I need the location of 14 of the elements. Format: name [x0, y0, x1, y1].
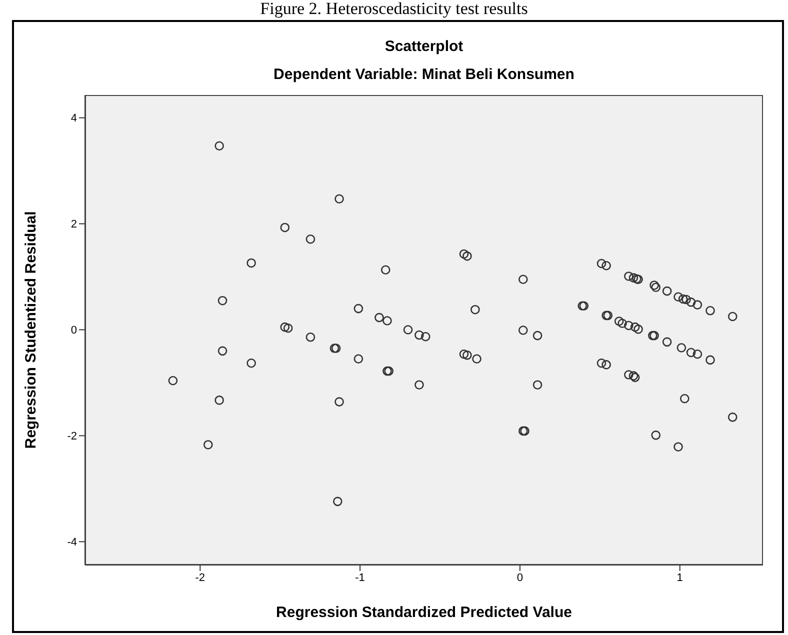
x-tick-label: -1: [355, 572, 365, 584]
x-tick-label: 0: [516, 572, 524, 584]
x-tick-label: -2: [195, 572, 206, 584]
x-axis-title: Regression Standardized Predicted Value: [276, 604, 572, 621]
y-tick-label: 4: [70, 112, 77, 125]
chart-subtitle: Dependent Variable: Minat Beli Konsumen: [272, 66, 576, 83]
chart-title: Scatterplot: [384, 38, 464, 55]
y-axis-title: Regression Studentized Residual: [22, 211, 40, 449]
x-tick-label: 1: [676, 572, 683, 584]
y-tick-label: 2: [70, 218, 77, 231]
y-tick-label: -2: [67, 430, 77, 443]
y-tick-label: -4: [67, 536, 77, 549]
caption: Figure 2. Heteroscedasticity test results: [259, 0, 529, 18]
y-tick-label: 0: [70, 324, 77, 337]
